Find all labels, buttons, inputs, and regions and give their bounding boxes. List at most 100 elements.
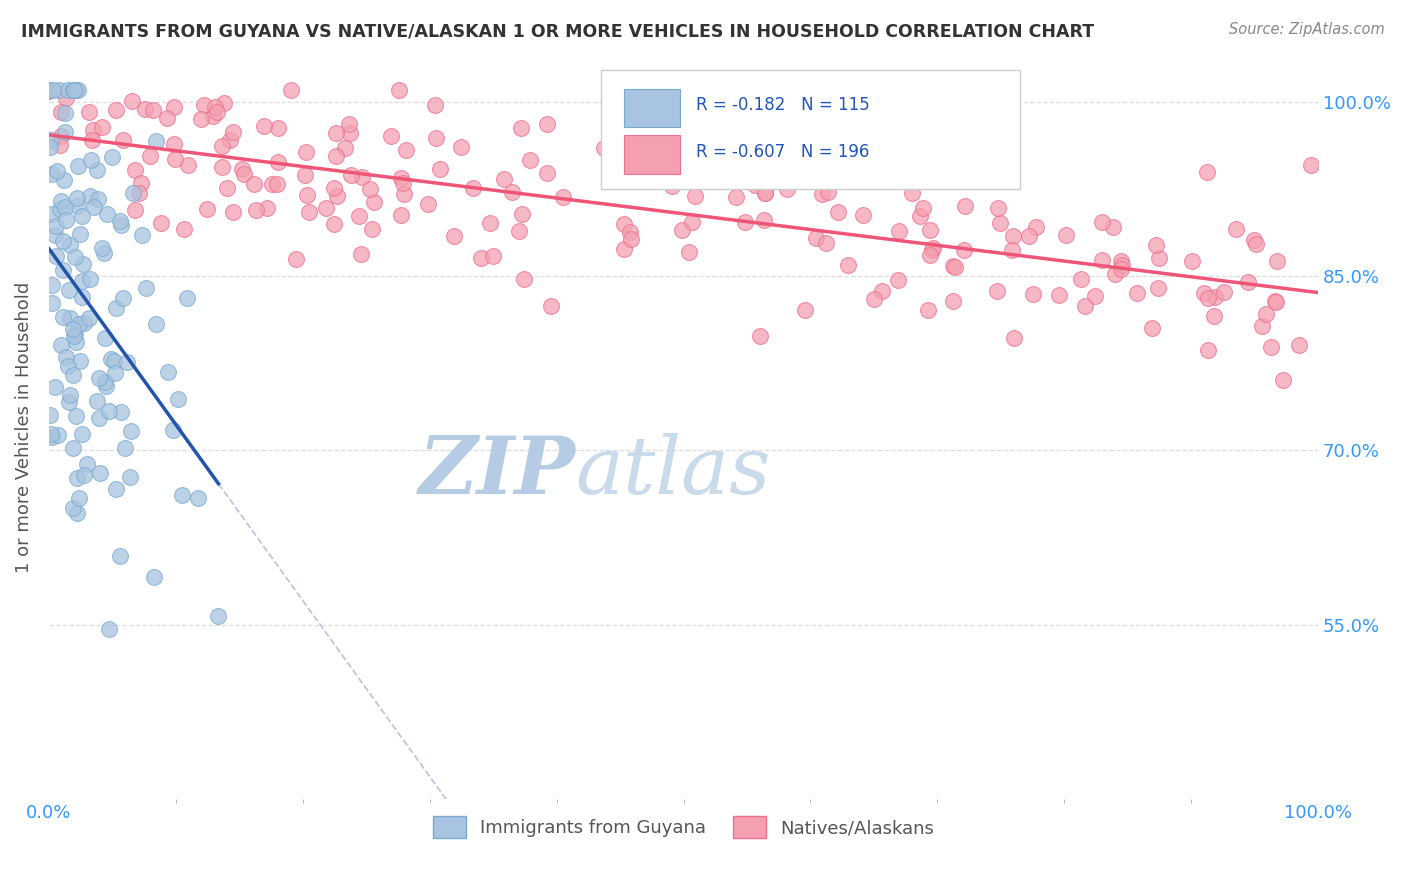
Point — [754, 186, 776, 200]
Point — [619, 225, 641, 239]
Point — [66, 83, 89, 97]
Point — [108, 549, 131, 563]
Point — [260, 177, 283, 191]
Point — [211, 138, 233, 153]
Point — [922, 241, 945, 255]
Point — [79, 189, 101, 203]
Point — [479, 216, 502, 230]
Point — [1018, 229, 1040, 244]
Point — [114, 441, 136, 455]
Point — [744, 178, 766, 193]
FancyBboxPatch shape — [624, 88, 679, 128]
Point — [56, 359, 79, 373]
Point — [67, 317, 90, 331]
Point — [89, 411, 111, 425]
Point — [920, 223, 942, 237]
Point — [72, 257, 94, 271]
Point — [83, 200, 105, 214]
Point — [392, 187, 415, 202]
Point — [266, 121, 288, 136]
Point — [66, 506, 89, 520]
Point — [245, 202, 267, 217]
Point — [187, 491, 209, 506]
Point — [117, 355, 139, 369]
Point — [1084, 289, 1107, 303]
Point — [121, 186, 143, 201]
Point — [540, 299, 562, 313]
Point — [176, 291, 198, 305]
Point — [482, 249, 505, 263]
Point — [337, 117, 360, 131]
Point — [70, 426, 93, 441]
Point — [104, 366, 127, 380]
Point — [217, 181, 239, 195]
Point — [110, 219, 132, 233]
Point — [72, 468, 94, 483]
Point — [91, 120, 114, 135]
Point — [352, 169, 374, 184]
Point — [79, 271, 101, 285]
Point — [360, 221, 382, 235]
Point — [392, 176, 415, 190]
Point — [315, 201, 337, 215]
Point — [173, 222, 195, 236]
Point — [349, 209, 371, 223]
Point — [1299, 158, 1322, 172]
Point — [1147, 252, 1170, 266]
Point — [166, 392, 188, 407]
Point — [89, 467, 111, 481]
Point — [988, 217, 1011, 231]
Point — [1002, 228, 1025, 243]
Point — [887, 273, 910, 287]
Point — [1022, 287, 1045, 301]
Point — [67, 491, 90, 506]
Point — [80, 133, 103, 147]
Point — [112, 133, 135, 147]
Point — [190, 112, 212, 126]
Point — [79, 153, 101, 168]
Point — [156, 112, 179, 126]
Point — [145, 317, 167, 331]
Point — [94, 375, 117, 389]
Point — [139, 149, 162, 163]
Point — [827, 204, 849, 219]
Point — [1101, 219, 1123, 234]
Point — [512, 271, 534, 285]
Point — [120, 424, 142, 438]
Point — [87, 192, 110, 206]
Point — [48, 202, 70, 216]
Point — [395, 143, 418, 157]
Legend: Immigrants from Guyana, Natives/Alaskans: Immigrants from Guyana, Natives/Alaskans — [426, 809, 941, 846]
Point — [754, 186, 776, 200]
Point — [1090, 253, 1112, 268]
Point — [1243, 233, 1265, 247]
Point — [101, 149, 124, 163]
Y-axis label: 1 or more Vehicles in Household: 1 or more Vehicles in Household — [15, 281, 32, 573]
Point — [93, 245, 115, 260]
Point — [52, 234, 75, 248]
Point — [647, 147, 669, 161]
Point — [41, 167, 63, 181]
Point — [41, 207, 63, 221]
Point — [380, 128, 402, 143]
Text: R = -0.607   N = 196: R = -0.607 N = 196 — [696, 143, 870, 161]
Point — [1192, 285, 1215, 300]
Point — [58, 283, 80, 297]
Point — [98, 403, 121, 417]
Point — [52, 310, 75, 324]
Point — [62, 501, 84, 516]
Point — [59, 310, 82, 325]
Point — [1195, 165, 1218, 179]
Point — [1047, 287, 1070, 301]
Point — [55, 106, 77, 120]
Point — [423, 98, 446, 112]
Point — [1197, 292, 1219, 306]
Point — [734, 215, 756, 229]
Point — [149, 216, 172, 230]
Point — [193, 98, 215, 112]
Point — [48, 83, 70, 97]
Point — [1140, 321, 1163, 335]
Point — [90, 241, 112, 255]
FancyBboxPatch shape — [600, 70, 1019, 189]
Point — [145, 134, 167, 148]
